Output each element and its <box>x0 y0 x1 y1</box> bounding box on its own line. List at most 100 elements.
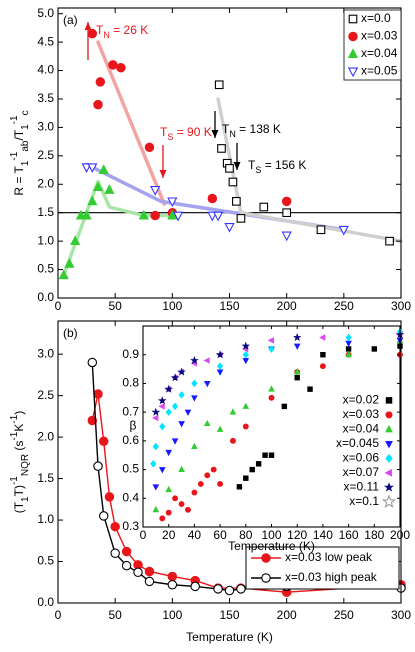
y-tick-label: 1.0 <box>37 233 54 247</box>
arrow-head <box>159 170 167 178</box>
y-tick-label: 1.5 <box>37 205 54 219</box>
text-part: NQR <box>20 454 31 476</box>
data-point <box>98 436 109 447</box>
data-point <box>167 571 178 582</box>
text-part: 1 <box>20 160 31 166</box>
data-point <box>319 334 326 341</box>
y-tick-label: 2.0 <box>37 176 54 190</box>
data-point <box>171 402 179 411</box>
legend-box <box>245 546 400 590</box>
legend-marker <box>348 14 358 24</box>
data-point <box>170 373 180 382</box>
data-point <box>190 581 200 592</box>
data-point <box>87 357 98 368</box>
data-point <box>165 485 173 493</box>
data-point <box>320 352 326 358</box>
data-point <box>144 142 155 153</box>
y-tick-label: 4.5 <box>37 34 54 48</box>
data-point <box>345 340 352 348</box>
data-point <box>121 560 132 571</box>
arrow-head <box>84 22 92 30</box>
legend-marker <box>384 468 392 477</box>
data-point <box>249 466 255 473</box>
data-point <box>259 202 269 212</box>
legend-marker <box>261 573 271 583</box>
data-point <box>371 346 378 352</box>
y-tick-label: 0.0 <box>37 290 54 304</box>
legend-marker <box>381 494 397 508</box>
y-tick-label: 0.5 <box>37 554 54 568</box>
text-part: T <box>222 122 230 136</box>
data-point <box>165 449 173 457</box>
data-point <box>268 452 275 458</box>
data-point <box>216 362 224 370</box>
data-point <box>87 195 98 206</box>
data-point <box>159 422 166 431</box>
data-point <box>236 484 243 490</box>
data-point <box>95 77 106 87</box>
data-point <box>171 438 179 445</box>
arrow-head <box>233 162 241 170</box>
text-part: 1 <box>20 124 31 130</box>
y-tick-label: 3.0 <box>37 346 54 360</box>
data-point <box>385 236 394 246</box>
data-point <box>150 460 157 468</box>
data-point <box>87 415 98 426</box>
x-tick-label: 50 <box>108 299 122 313</box>
text-part: -1 <box>9 476 20 485</box>
data-point <box>281 231 292 242</box>
data-point <box>164 384 173 393</box>
data-point <box>228 177 238 187</box>
data-point <box>110 521 120 532</box>
data-point <box>190 356 199 365</box>
data-point <box>268 394 275 401</box>
data-point <box>110 548 120 558</box>
data-point <box>268 385 275 392</box>
x-tick-label: 150 <box>219 299 239 313</box>
x-axis-title: Temperature (K) <box>228 539 315 553</box>
x-tick-label: 180 <box>364 528 384 542</box>
data-point <box>98 164 109 174</box>
data-point <box>172 495 179 502</box>
x-tick-label: 100 <box>162 608 182 622</box>
data-point <box>281 196 292 207</box>
x-tick-label: 80 <box>239 528 253 542</box>
data-point <box>203 357 210 364</box>
legend-label: x=0.02 <box>343 393 380 407</box>
x-tick-label: 200 <box>277 608 297 622</box>
y-tick-label: 0.0 <box>37 595 54 609</box>
x-tick-label: 200 <box>277 299 297 313</box>
data-point <box>293 343 301 350</box>
x-tick-label: 160 <box>339 528 359 542</box>
y-tick-label: 2.0 <box>37 429 54 443</box>
data-point <box>224 223 235 233</box>
y-tick-label: 3.0 <box>37 120 54 134</box>
data-point <box>184 409 192 416</box>
text-part: T <box>96 23 104 37</box>
text-part: (s <box>12 441 26 454</box>
data-point <box>216 425 224 432</box>
y-tick-label: 3.5 <box>37 91 54 105</box>
legend-marker <box>385 453 393 463</box>
data-point <box>230 437 236 444</box>
x-tick-label: 100 <box>261 528 281 542</box>
data-point <box>138 209 149 220</box>
data-point <box>213 584 223 594</box>
data-point <box>243 475 249 481</box>
x-tick-label: 0 <box>55 608 62 622</box>
data-point <box>150 186 161 196</box>
data-point <box>158 467 166 474</box>
data-point <box>165 408 172 416</box>
data-point <box>345 333 352 342</box>
data-point <box>241 341 250 350</box>
data-point <box>319 363 326 370</box>
text-part: T <box>248 158 256 172</box>
legend-label: x=0.045 <box>336 436 379 450</box>
y-tick-label: 0.5 <box>37 262 54 276</box>
text-part: N <box>103 30 110 40</box>
data-point <box>281 403 288 410</box>
data-point <box>178 465 185 473</box>
data-point <box>197 480 204 487</box>
y-tick-label: 0.6 <box>122 433 139 447</box>
